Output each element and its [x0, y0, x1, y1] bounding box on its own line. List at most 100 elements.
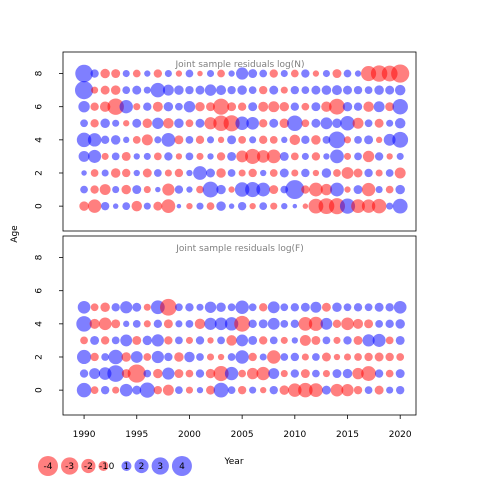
- residual-bubble: [321, 101, 332, 112]
- residual-bubble: [224, 317, 239, 331]
- legend-bubble: [98, 461, 109, 471]
- residual-bubble: [249, 386, 257, 394]
- residual-bubble: [385, 303, 394, 312]
- residual-bubble: [256, 366, 270, 381]
- residual-bubble: [328, 131, 346, 149]
- residual-bubble: [163, 118, 174, 129]
- residual-bubble: [224, 366, 239, 381]
- legend-bubble: [171, 456, 192, 476]
- residual-bubble: [139, 382, 155, 398]
- y-tick-label: 0: [35, 203, 45, 209]
- residual-bubble: [121, 184, 131, 195]
- x-tick-label: 2005: [231, 430, 254, 440]
- residual-bubble: [111, 336, 120, 345]
- residual-bubble: [99, 101, 111, 112]
- residual-bubble: [279, 101, 290, 112]
- residual-bubble: [279, 151, 289, 161]
- residual-bubble: [174, 352, 184, 362]
- residual-bubble: [328, 198, 346, 215]
- residual-bubble: [385, 319, 394, 329]
- legend-bubble: [81, 458, 96, 474]
- residual-bubble: [151, 334, 164, 347]
- residual-bubble: [285, 180, 305, 200]
- residual-bubble: [374, 352, 384, 362]
- residual-bubble: [311, 152, 321, 161]
- residual-bubble: [343, 69, 352, 78]
- residual-bubble: [332, 369, 342, 379]
- residual-bubble: [164, 169, 172, 177]
- x-axis-bottom: 1990 1995 2000 2005 2010 2015 2020: [73, 415, 412, 440]
- residual-bubble: [79, 369, 89, 378]
- residual-bubble: [193, 166, 207, 180]
- residual-bubble: [396, 353, 405, 361]
- residual-bubble: [280, 303, 289, 312]
- residual-bubble: [176, 203, 182, 209]
- residual-bubble: [290, 352, 299, 362]
- residual-bubble: [197, 70, 203, 77]
- residual-bubble: [292, 203, 298, 209]
- residual-bubble: [216, 201, 226, 211]
- residual-bubble: [341, 384, 354, 397]
- residual-bubble: [185, 135, 194, 144]
- residual-bubble: [99, 184, 111, 196]
- residual-bubble: [290, 69, 299, 78]
- residual-bubble: [312, 369, 320, 378]
- residual-bubble: [143, 152, 151, 160]
- residual-bubble: [153, 319, 163, 329]
- legend-label: -3: [65, 462, 74, 472]
- residual-bubble: [385, 85, 395, 95]
- residual-bubble: [301, 119, 310, 128]
- residual-bubble: [227, 135, 237, 145]
- residual-bubble: [206, 202, 215, 211]
- residual-bubble: [301, 185, 310, 194]
- legend-label: 2: [139, 462, 145, 472]
- y-axis-label: Age: [10, 225, 20, 243]
- residual-bubble: [90, 352, 99, 362]
- residual-bubble: [216, 168, 226, 178]
- residual-bubble: [352, 367, 364, 380]
- residual-bubble: [267, 350, 281, 364]
- residual-bubble: [391, 64, 410, 83]
- residual-bubble: [204, 84, 217, 96]
- residual-bubble: [353, 185, 363, 195]
- residual-bubble: [101, 353, 110, 361]
- residual-bubble: [392, 198, 408, 214]
- residual-bubble: [269, 135, 278, 144]
- residual-bubble: [288, 383, 302, 397]
- residual-bubble: [333, 336, 341, 344]
- legend-label: -4: [44, 462, 53, 472]
- residual-bubble: [123, 136, 130, 143]
- residual-bubble: [107, 98, 124, 115]
- residual-bubble: [81, 170, 87, 176]
- residual-bubble: [259, 69, 268, 78]
- residual-bubble: [161, 132, 176, 147]
- residual-bubble: [196, 185, 204, 194]
- residual-bubble: [100, 85, 110, 95]
- residual-bubble: [111, 152, 120, 161]
- residual-bubble: [258, 319, 268, 329]
- residual-bubble: [290, 369, 299, 378]
- residual-bubble: [151, 350, 164, 364]
- residual-bubble: [150, 82, 166, 98]
- residual-bubble: [333, 353, 341, 361]
- residual-bubble: [162, 183, 175, 196]
- residual-bubble: [185, 303, 194, 312]
- residual-bubble: [308, 316, 323, 331]
- residual-bubble: [213, 98, 230, 115]
- residual-bubble: [87, 133, 102, 147]
- residual-bubble: [123, 320, 130, 327]
- residual-bubble: [238, 135, 247, 144]
- residual-bubble: [235, 350, 249, 364]
- residual-bubble: [385, 169, 394, 177]
- residual-bubble: [217, 69, 225, 78]
- residual-bubble: [237, 102, 247, 111]
- residual-bubble: [227, 85, 236, 95]
- residual-bubble: [260, 386, 267, 394]
- residual-bubble: [143, 186, 151, 194]
- bubbles-log-n: [74, 64, 410, 215]
- residual-bubble: [269, 118, 279, 128]
- residual-bubble: [87, 199, 102, 213]
- residual-bubble: [301, 69, 310, 78]
- residual-bubble: [217, 353, 225, 361]
- x-tick-label: 2000: [178, 430, 201, 440]
